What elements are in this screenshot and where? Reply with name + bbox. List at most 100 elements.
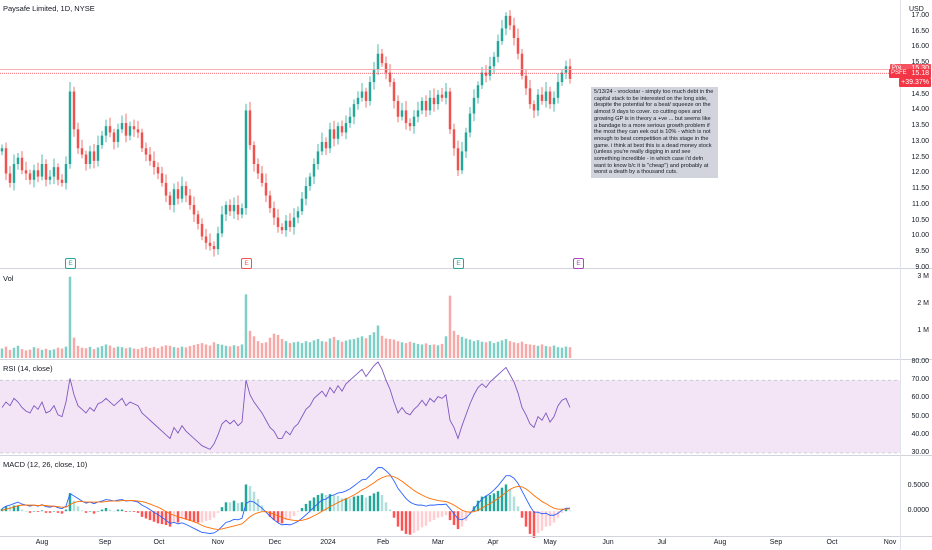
volume-bar: [108, 345, 112, 358]
price-chart[interactable]: [0, 0, 900, 268]
price-axis[interactable]: USD 17.0016.5016.0015.5015.0014.5014.001…: [889, 0, 932, 550]
macd-hist-bar: [400, 511, 404, 531]
macd-hist-bar: [220, 507, 224, 512]
volume-bar: [164, 345, 168, 358]
rsi-chart[interactable]: [0, 360, 900, 455]
macd-hist-bar: [404, 511, 408, 534]
volume-bar: [340, 341, 344, 358]
macd-hist-bar: [240, 502, 244, 512]
macd-tick: 0.0000: [907, 507, 929, 515]
macd-hist-bar: [288, 511, 292, 520]
earnings-marker[interactable]: E: [453, 258, 464, 269]
volume-tick: 1 M: [917, 326, 929, 334]
volume-bar: [484, 342, 488, 358]
volume-bar: [380, 335, 384, 358]
volume-bar: [132, 348, 136, 358]
candle-body: [480, 72, 484, 86]
candle-body: [360, 91, 364, 98]
volume-bar: [64, 346, 68, 358]
volume-bar: [532, 344, 536, 358]
candle-body: [424, 100, 428, 111]
candle-body: [92, 151, 96, 161]
candle-body: [0, 148, 4, 152]
macd-hist-bar: [224, 502, 228, 512]
macd-hist-bar: [168, 511, 172, 527]
macd-chart[interactable]: [0, 456, 900, 538]
macd-hist-bar: [556, 511, 560, 518]
candle-body: [212, 245, 216, 250]
volume-bar: [288, 343, 292, 358]
volume-tick: 3 M: [917, 272, 929, 280]
volume-bar: [184, 347, 188, 358]
candle-body: [84, 154, 88, 164]
candle-body: [328, 129, 332, 149]
volume-bar: [344, 340, 348, 358]
macd-hist-bar: [76, 506, 80, 512]
candle-body: [260, 173, 264, 183]
candle-body: [404, 110, 408, 124]
macd-hist-bar: [8, 506, 12, 512]
candle-body: [12, 164, 16, 183]
candle-body: [184, 186, 188, 196]
macd-hist-bar: [24, 511, 28, 512]
currency-label[interactable]: USD: [909, 6, 924, 13]
macd-hist-bar: [452, 511, 456, 525]
candle-body: [216, 233, 220, 250]
volume-chart[interactable]: [0, 269, 900, 359]
candle-body: [548, 91, 552, 105]
candle-body: [204, 236, 208, 243]
time-tick: Jul: [657, 539, 667, 546]
volume-bar: [480, 341, 484, 358]
macd-hist-bar: [448, 511, 452, 521]
macd-hist-bar: [196, 511, 200, 523]
macd-hist-bar: [384, 502, 388, 512]
volume-bar: [276, 334, 280, 358]
volume-bar: [272, 333, 276, 358]
macd-hist-bar: [348, 498, 352, 512]
volume-bar: [424, 343, 428, 358]
macd-hist-bar: [16, 505, 20, 512]
macd-hist-bar: [360, 494, 364, 512]
volume-bar: [268, 337, 272, 358]
earnings-marker[interactable]: E: [573, 258, 584, 269]
volume-bar: [4, 346, 8, 358]
macd-hist-bar: [296, 511, 300, 513]
macd-hist-bar: [228, 502, 232, 512]
candle-body: [392, 82, 396, 101]
volume-bar: [256, 341, 260, 358]
volume-bar: [452, 330, 456, 358]
candle-body: [136, 129, 140, 133]
macd-hist-bar: [500, 487, 504, 512]
idea-note: 5/13/24 - vrockstar - simply too much de…: [591, 87, 718, 179]
volume-bar: [116, 346, 120, 358]
volume-bar: [72, 337, 76, 358]
candle-body: [552, 97, 556, 105]
earnings-marker[interactable]: E: [241, 258, 252, 269]
candle-body: [240, 208, 244, 215]
macd-hist-bar: [212, 511, 216, 518]
volume-bar: [208, 345, 212, 358]
macd-hist-bar: [428, 511, 432, 522]
macd-hist-bar: [560, 511, 564, 513]
macd-hist-bar: [124, 511, 128, 513]
volume-bar: [112, 347, 116, 358]
earnings-marker[interactable]: E: [65, 258, 76, 269]
macd-hist-bar: [20, 509, 24, 512]
macd-hist-bar: [564, 509, 568, 512]
macd-hist-bar: [108, 509, 112, 512]
volume-bar: [68, 276, 72, 358]
macd-hist-bar: [136, 511, 140, 513]
candle-body: [32, 170, 36, 180]
macd-hist-bar: [332, 495, 336, 512]
candle-body: [444, 91, 448, 98]
time-tick: Oct: [826, 539, 838, 546]
rsi-line: [1, 361, 571, 450]
time-tick: Sep: [98, 539, 112, 546]
macd-hist-bar: [152, 511, 156, 522]
macd-hist-bar: [40, 510, 44, 512]
candle-body: [176, 189, 180, 199]
volume-bar: [88, 346, 92, 358]
rsi-tick: 40.00: [911, 430, 929, 438]
macd-hist-bar: [484, 495, 488, 512]
candle-body: [532, 104, 536, 111]
